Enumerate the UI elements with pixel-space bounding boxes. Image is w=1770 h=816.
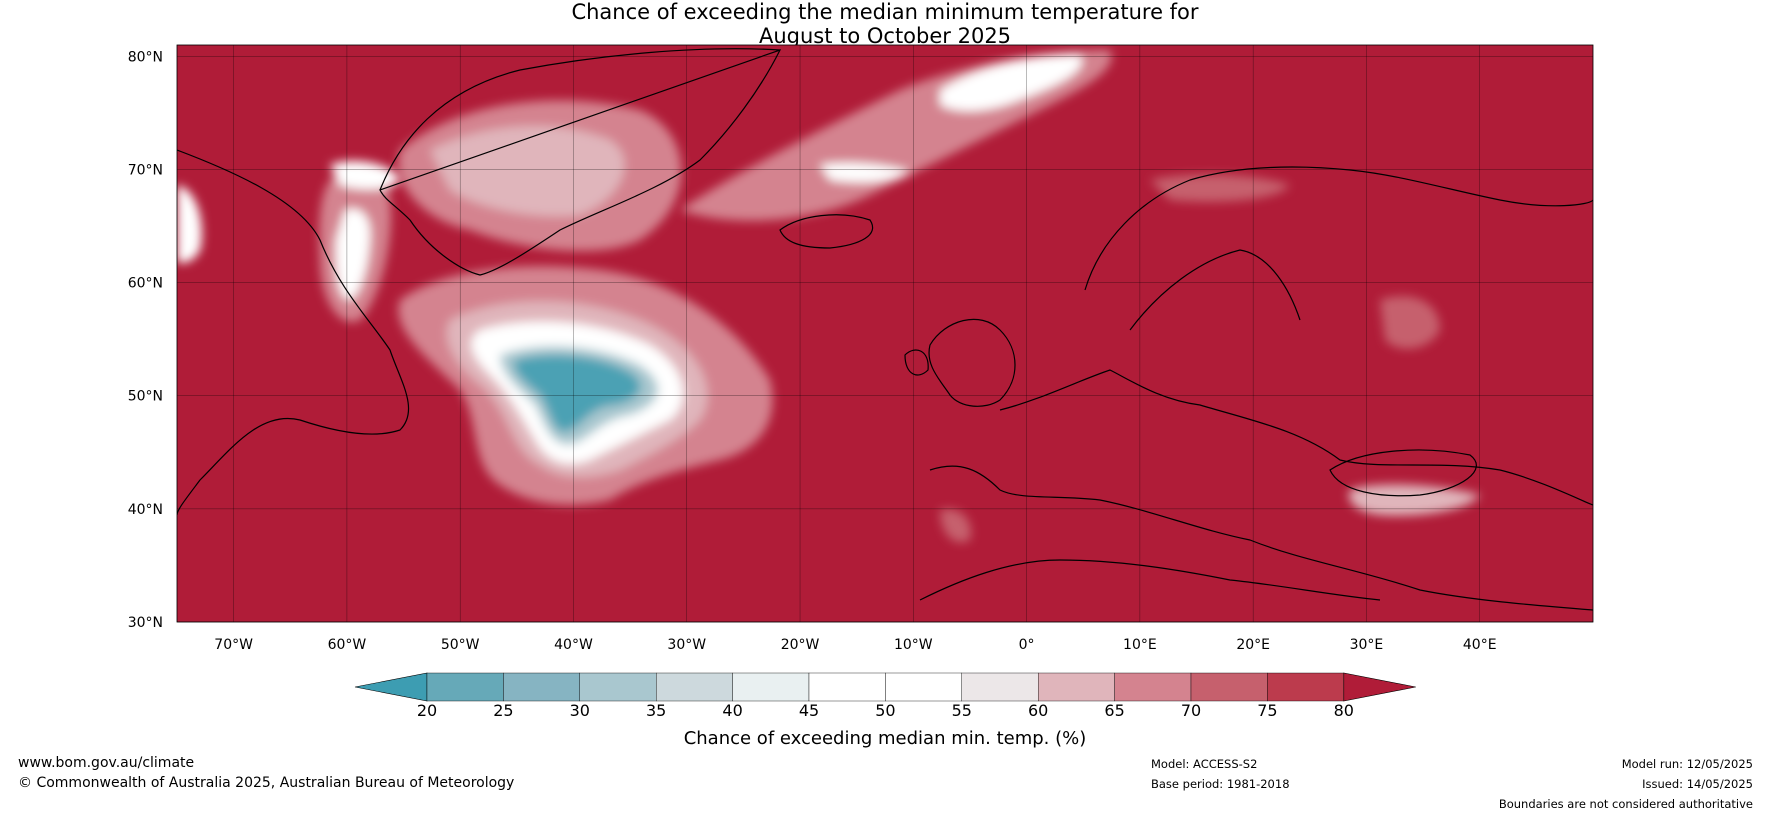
latitude-labels: 80°N 70°N 60°N 50°N 40°N 30°N xyxy=(128,49,163,631)
lat-tick-label: 40°N xyxy=(128,502,163,518)
lat-tick-label: 50°N xyxy=(128,389,163,405)
footer-disclaimer: Boundaries are not considered authoritat… xyxy=(1498,797,1753,811)
footer-url: www.bom.gov.au/climate xyxy=(18,755,195,771)
colorbar-segment xyxy=(1267,672,1345,702)
colorbar-tick-label: 55 xyxy=(951,701,972,720)
colorbar-low-extend xyxy=(354,672,428,702)
lat-tick-label: 60°N xyxy=(128,276,163,292)
colorbar-segment xyxy=(1037,672,1115,702)
anomaly-north-atlantic xyxy=(398,266,773,505)
colorbar-segment xyxy=(885,672,963,702)
anomaly-europe xyxy=(940,174,1480,543)
black-sea-coast xyxy=(1329,449,1477,497)
colorbar-tick-label: 80 xyxy=(1333,701,1354,720)
colorbar-tick-label: 35 xyxy=(646,701,667,720)
canada-coast xyxy=(177,149,410,516)
colorbar-tick-label: 20 xyxy=(416,701,438,720)
lon-tick-label: 60°W xyxy=(328,637,367,653)
colorbar-segment xyxy=(656,672,733,702)
coastlines xyxy=(177,48,1593,611)
colorbar-segment xyxy=(1190,672,1268,702)
chart-title-line1: Chance of exceeding the median minimum t… xyxy=(571,0,1199,24)
lat-tick-label: 30°N xyxy=(128,615,163,631)
colorbar-tick-label: 75 xyxy=(1257,701,1278,720)
iceland-coast xyxy=(779,214,874,249)
colorbar-segment xyxy=(579,672,657,702)
colorbar xyxy=(354,672,1416,702)
colorbar-segment xyxy=(426,672,504,702)
lon-tick-label: 40°E xyxy=(1463,637,1497,653)
chart-title-line2: August to October 2025 xyxy=(758,24,1012,48)
colorbar-segment xyxy=(961,672,1039,702)
colorbar-high-extend xyxy=(1343,672,1416,702)
anomaly-fram-strait xyxy=(680,50,1112,221)
lat-tick-label: 70°N xyxy=(128,162,163,178)
colorbar-tick-label: 70 xyxy=(1180,701,1202,720)
footer-copyright: © Commonwealth of Australia 2025, Austra… xyxy=(18,775,515,791)
lon-tick-label: 20°E xyxy=(1236,637,1270,653)
lat-tick-label: 80°N xyxy=(128,49,163,65)
lon-tick-label: 70°W xyxy=(214,637,253,653)
footer-issued: Issued: 14/05/2025 xyxy=(1642,777,1753,791)
lon-tick-label: 20°W xyxy=(781,637,820,653)
lon-tick-label: 30°W xyxy=(667,637,706,653)
colorbar-tick-label: 50 xyxy=(875,701,896,720)
british-isles-coast xyxy=(904,318,1016,407)
colorbar-tick-label: 25 xyxy=(493,701,514,720)
europe-coast xyxy=(929,369,1593,611)
probability-anomaly-fields xyxy=(177,50,1480,543)
colorbar-segment xyxy=(1114,672,1192,702)
colorbar-tick-label: 40 xyxy=(722,701,743,720)
colorbar-title: Chance of exceeding median min. temp. (%… xyxy=(683,728,1087,749)
africa-coast xyxy=(919,559,1381,601)
map-frame xyxy=(176,44,1594,623)
footer-base-period: Base period: 1981-2018 xyxy=(1151,777,1290,791)
colorbar-segment xyxy=(503,672,580,702)
anomaly-davis-strait xyxy=(177,160,400,322)
longitude-labels: 70°W 60°W 50°W 40°W 30°W 20°W 10°W 0° 10°E 20°E 30… xyxy=(214,637,1496,653)
colorbar-tick-label: 65 xyxy=(1104,701,1125,720)
anomaly-baffin xyxy=(398,100,682,251)
lon-tick-label: 0° xyxy=(1019,637,1035,653)
colorbar-tick-label: 45 xyxy=(798,701,820,720)
colorbar-tick-label: 30 xyxy=(569,701,590,720)
lon-tick-label: 50°W xyxy=(441,637,480,653)
greenland-coast xyxy=(379,48,782,276)
colorbar-tick-label: 60 xyxy=(1028,701,1049,720)
footer-model-run: Model run: 12/05/2025 xyxy=(1621,757,1753,771)
lon-tick-label: 10°E xyxy=(1123,637,1157,653)
lon-tick-label: 40°W xyxy=(554,637,593,653)
lon-tick-label: 10°W xyxy=(894,637,933,653)
chart-title: Chance of exceeding the median minimum t… xyxy=(0,0,1770,48)
colorbar-segment xyxy=(732,672,810,702)
colorbar-segment xyxy=(808,672,886,702)
footer-model: Model: ACCESS-S2 xyxy=(1151,757,1258,771)
lon-tick-label: 30°E xyxy=(1350,637,1384,653)
